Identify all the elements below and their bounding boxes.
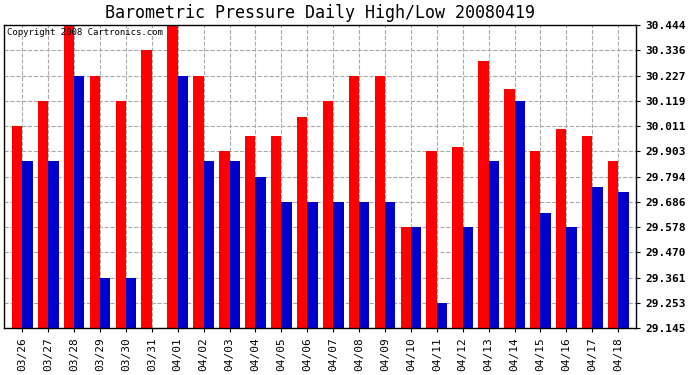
Bar — [141, 50, 152, 328]
Bar — [255, 177, 266, 328]
Bar — [411, 227, 422, 328]
Bar — [12, 126, 22, 328]
Bar — [193, 76, 204, 328]
Bar — [504, 89, 515, 328]
Bar — [453, 147, 463, 328]
Bar — [230, 161, 240, 328]
Bar — [530, 151, 540, 328]
Bar — [63, 25, 74, 328]
Bar — [297, 117, 307, 328]
Bar — [556, 129, 566, 328]
Bar — [271, 136, 282, 328]
Bar — [38, 101, 48, 328]
Bar — [463, 227, 473, 328]
Bar — [385, 202, 395, 328]
Bar — [48, 161, 59, 328]
Bar — [90, 76, 100, 328]
Bar — [375, 76, 385, 328]
Bar — [437, 303, 447, 328]
Title: Barometric Pressure Daily High/Low 20080419: Barometric Pressure Daily High/Low 20080… — [106, 4, 535, 22]
Bar — [401, 227, 411, 328]
Bar — [489, 161, 499, 328]
Bar — [333, 202, 344, 328]
Bar — [74, 76, 84, 328]
Bar — [540, 213, 551, 328]
Bar — [592, 187, 602, 328]
Bar — [100, 278, 110, 328]
Bar — [566, 227, 577, 328]
Bar — [608, 161, 618, 328]
Bar — [478, 61, 489, 328]
Bar — [618, 192, 629, 328]
Bar — [219, 151, 230, 328]
Bar — [282, 202, 292, 328]
Bar — [582, 136, 592, 328]
Bar — [348, 76, 359, 328]
Bar — [126, 278, 137, 328]
Bar — [22, 161, 32, 328]
Bar — [178, 76, 188, 328]
Bar — [245, 136, 255, 328]
Bar — [115, 101, 126, 328]
Text: Copyright 2008 Cartronics.com: Copyright 2008 Cartronics.com — [8, 28, 164, 37]
Bar — [426, 151, 437, 328]
Bar — [323, 101, 333, 328]
Bar — [204, 161, 214, 328]
Bar — [307, 202, 317, 328]
Bar — [359, 202, 369, 328]
Bar — [515, 101, 525, 328]
Bar — [168, 25, 178, 328]
